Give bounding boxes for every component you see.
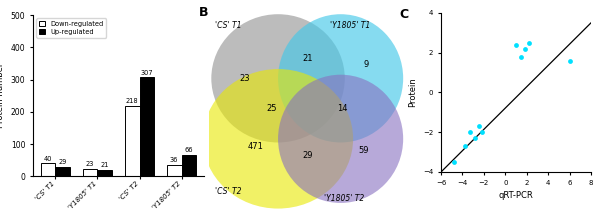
Point xyxy=(465,131,475,134)
Point xyxy=(517,55,526,58)
Text: 36: 36 xyxy=(170,157,178,163)
Point xyxy=(460,144,469,148)
Ellipse shape xyxy=(278,14,403,143)
Point xyxy=(565,59,574,62)
Text: 59: 59 xyxy=(358,146,369,155)
Text: 471: 471 xyxy=(247,142,263,151)
X-axis label: qRT-PCR: qRT-PCR xyxy=(499,191,533,200)
Text: 25: 25 xyxy=(266,104,277,113)
Point xyxy=(474,124,484,128)
Text: 23: 23 xyxy=(86,161,94,167)
Bar xyxy=(140,77,154,176)
Text: 21: 21 xyxy=(302,54,313,63)
Bar xyxy=(83,169,97,176)
Text: 'CS' T2: 'CS' T2 xyxy=(215,187,242,197)
Bar xyxy=(167,165,182,176)
Text: 'Y1805' T1: 'Y1805' T1 xyxy=(330,21,370,30)
Text: 21: 21 xyxy=(101,162,109,168)
Text: 14: 14 xyxy=(337,104,348,113)
Point xyxy=(477,131,487,134)
Point xyxy=(470,137,480,140)
Text: 'Y1805' T2: 'Y1805' T2 xyxy=(324,194,364,203)
Text: 29: 29 xyxy=(59,159,67,165)
Point xyxy=(449,160,458,164)
Text: 307: 307 xyxy=(140,70,153,76)
Text: B: B xyxy=(199,6,208,19)
Ellipse shape xyxy=(203,69,353,209)
Bar xyxy=(125,106,140,176)
Text: 218: 218 xyxy=(126,98,139,104)
Bar xyxy=(55,167,70,176)
Bar xyxy=(97,169,112,176)
Legend: Down-regulated, Up-regulated: Down-regulated, Up-regulated xyxy=(37,18,106,38)
Text: 66: 66 xyxy=(185,147,193,154)
Bar xyxy=(41,163,55,176)
Text: C: C xyxy=(399,8,408,21)
Y-axis label: Protein: Protein xyxy=(409,78,418,107)
Point xyxy=(520,47,529,50)
Text: 'CS' T1: 'CS' T1 xyxy=(215,21,242,30)
Y-axis label: Protein number: Protein number xyxy=(0,63,5,128)
Text: 40: 40 xyxy=(44,156,52,162)
Text: 23: 23 xyxy=(239,74,250,83)
Point xyxy=(524,41,533,45)
Text: 29: 29 xyxy=(302,151,313,160)
Point xyxy=(511,43,521,46)
Bar xyxy=(182,155,196,176)
Text: 9: 9 xyxy=(363,60,368,69)
Ellipse shape xyxy=(278,75,403,203)
Ellipse shape xyxy=(211,14,345,143)
